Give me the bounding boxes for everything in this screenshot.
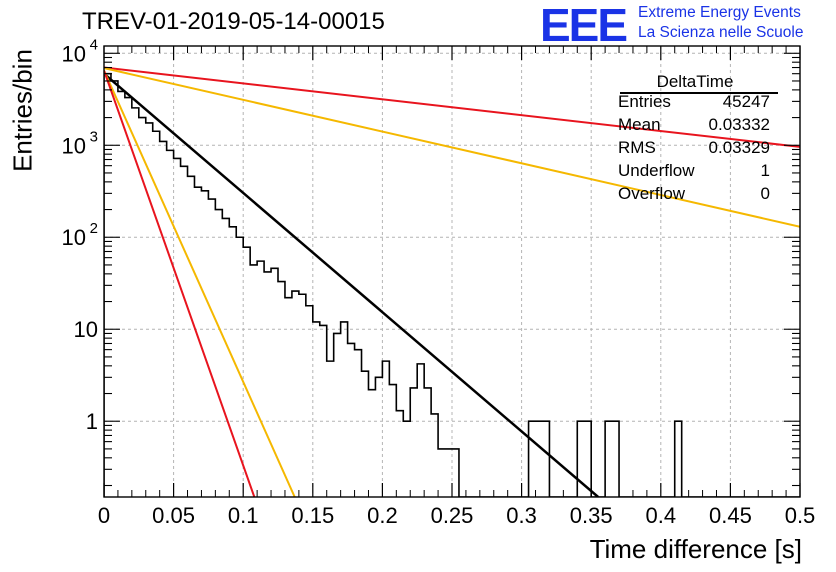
x-tick-label: 0.15: [291, 503, 334, 528]
y-tick-exponent: 3: [90, 128, 98, 145]
eee-logo-line1: Extreme Energy Events: [638, 4, 801, 21]
stats-value: 0.03332: [708, 115, 770, 134]
stats-divider: [620, 92, 778, 94]
eee-logo-line2: La Scienza nelle Scuole: [638, 24, 804, 41]
stats-row-rms: RMS 0.03329: [618, 138, 770, 158]
x-tick-label: 0.25: [431, 503, 474, 528]
eee-logo-mark: EEE: [540, 0, 628, 51]
stats-value: 0.03329: [708, 138, 770, 157]
x-tick-label: 0: [98, 503, 110, 528]
x-tick-label: 0.05: [152, 503, 195, 528]
stats-label: Mean: [618, 115, 661, 134]
line-red-flat: [104, 66, 800, 148]
y-tick-label: 1: [86, 409, 98, 434]
stats-value: 45247: [722, 92, 770, 111]
y-tick-exponent: 4: [90, 36, 98, 53]
stats-row-entries: Entries 45247: [618, 92, 770, 112]
stats-title: DeltaTime: [656, 72, 734, 91]
y-tick-exponent: 2: [90, 220, 98, 237]
x-tick-label: 0.5: [785, 503, 816, 528]
stats-label: RMS: [618, 138, 656, 157]
x-tick-label: 0.4: [646, 503, 677, 528]
x-tick-label: 0.1: [228, 503, 259, 528]
x-tick-label: 0.3: [506, 503, 537, 528]
y-axis-label: Entries/bin: [7, 49, 38, 172]
stats-value: 1: [760, 161, 770, 180]
stats-value: 0: [760, 184, 770, 203]
plot-title: TREV-01-2019-05-14-00015: [82, 8, 385, 35]
stats-row-overflow: Overflow 0: [618, 184, 770, 204]
histogram-series: [104, 72, 800, 497]
x-axis-label: Time difference [s]: [589, 534, 802, 564]
stats-label: Overflow: [618, 184, 686, 203]
x-tick-label: 0.35: [570, 503, 613, 528]
stats-row-underflow: Underflow 1: [618, 161, 770, 181]
stats-label: Underflow: [618, 161, 695, 180]
x-tick-label: 0.45: [709, 503, 752, 528]
line-orange-steep: [104, 70, 296, 497]
x-tick-label: 0.2: [367, 503, 398, 528]
line-fit: [104, 72, 599, 497]
y-tick-label: 10: [62, 41, 86, 66]
y-tick-label: 10: [62, 133, 86, 158]
stats-row-mean: Mean 0.03332: [618, 115, 770, 135]
line-red-steep: [104, 70, 256, 497]
line-orange-flat: [104, 67, 800, 228]
y-tick-label: 10: [62, 225, 86, 250]
y-tick-label: 10: [74, 317, 98, 342]
stats-label: Entries: [618, 92, 671, 111]
